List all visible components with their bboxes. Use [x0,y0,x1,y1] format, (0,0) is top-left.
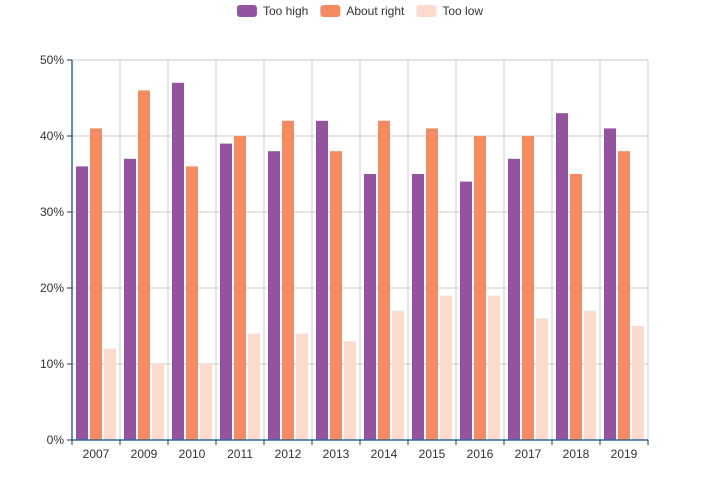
bar-too-low-2019 [632,326,644,440]
x-tick-label: 2015 [419,447,446,461]
bar-about-right-2016 [474,136,486,440]
bar-about-right-2012 [282,120,294,441]
bar-too-low-2018 [584,310,596,440]
x-tick-label: 2010 [179,447,206,461]
legend: Too high About right Too low [236,4,483,18]
bars [76,82,644,441]
legend-label-about-right: About right [346,4,405,18]
bar-too-low-2007 [104,348,116,440]
bar-about-right-2009 [138,90,150,441]
bar-too-low-2012 [296,333,308,440]
x-tick-label: 2007 [83,447,110,461]
x-tick-label: 2014 [371,447,398,461]
bar-too-high-2018 [556,113,568,440]
bar-about-right-2014 [378,120,390,441]
bar-about-right-2010 [186,166,198,440]
y-tick-label: 40% [40,129,64,143]
bar-too-high-2012 [268,151,280,440]
bar-too-low-2015 [440,295,452,440]
x-tick-label: 2017 [515,447,542,461]
y-axis-ticks: 0% 10% 20% 30% 40% 50% [40,53,72,447]
legend-swatch-too-low [416,5,437,17]
legend-label-too-high: Too high [263,4,308,18]
grid-lines [72,59,649,440]
x-tick-label: 2011 [227,447,253,461]
x-tick-label: 2009 [131,447,158,461]
x-axis-ticks: 2007 2009 2010 2011 2012 2013 2014 2015 2016 2017… [71,440,649,461]
x-tick-label: 2016 [467,447,494,461]
y-tick-label: 10% [40,357,64,371]
y-tick-label: 20% [40,281,64,295]
y-tick-label: 0% [47,433,65,447]
legend-swatch-too-high [236,5,257,17]
bar-about-right-2011 [234,136,246,440]
bar-too-high-2013 [316,120,328,441]
bar-too-high-2019 [604,128,616,440]
bar-too-low-2011 [248,333,260,440]
bar-too-low-2014 [392,310,404,440]
bar-too-high-2017 [508,158,520,441]
bar-too-low-2016 [488,295,500,440]
bar-too-low-2010 [200,364,212,440]
bar-too-high-2014 [364,174,376,440]
bar-about-right-2017 [522,136,534,440]
bar-too-high-2011 [220,143,232,440]
x-tick-label: 2019 [611,447,638,461]
y-tick-label: 50% [40,53,64,67]
x-tick-label: 2013 [323,447,350,461]
bar-about-right-2015 [426,128,438,440]
x-tick-label: 2012 [275,447,302,461]
bar-about-right-2019 [618,151,630,440]
bar-too-high-2016 [460,181,472,440]
legend-label-too-low: Too low [442,4,483,18]
bar-too-high-2010 [172,82,184,441]
legend-swatch-about-right [320,5,341,17]
bar-too-low-2013 [344,341,356,440]
x-tick-label: 2018 [563,447,590,461]
bar-too-high-2015 [412,174,424,440]
bar-too-high-2009 [124,158,136,441]
y-tick-label: 30% [40,205,64,219]
bar-about-right-2013 [330,151,342,440]
bar-too-low-2009 [152,364,164,440]
bar-too-high-2007 [76,166,88,440]
bar-about-right-2007 [90,128,102,440]
bar-about-right-2018 [570,174,582,440]
bar-too-low-2017 [536,318,548,440]
